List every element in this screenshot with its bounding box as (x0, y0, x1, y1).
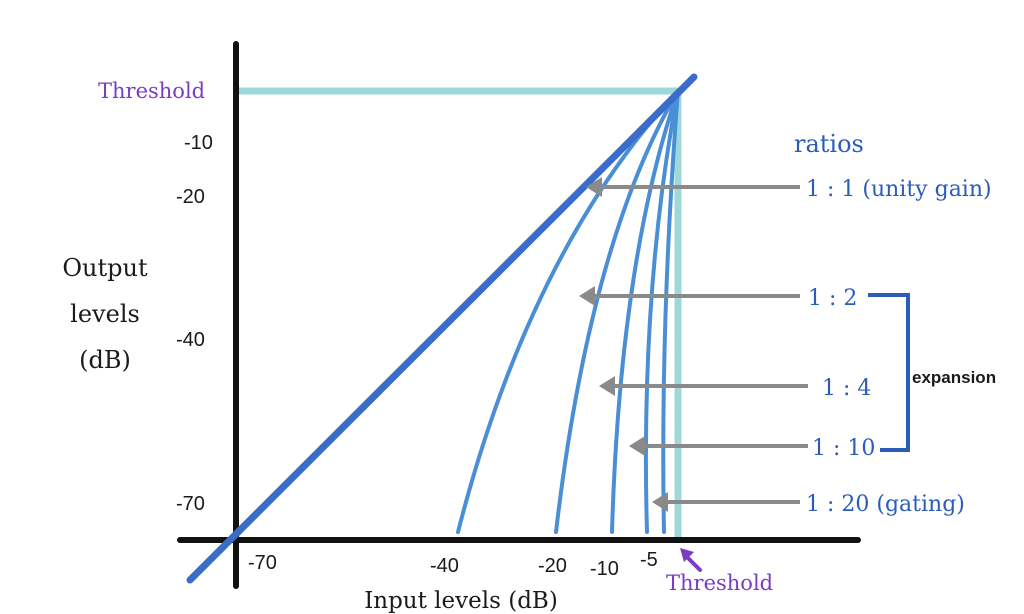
x-tick-label: -40 (430, 555, 459, 577)
threshold-x-label: Threshold (666, 571, 773, 595)
x-tick-label: -10 (590, 558, 619, 580)
ratio-curve-1-20 (661, 89, 680, 534)
ratio-curve-1-2 (554, 89, 680, 534)
expansion-bracket (868, 293, 910, 452)
x-tick-label: -5 (640, 549, 658, 571)
ratio-curve-wide (456, 89, 680, 534)
ratio-label-1-2: 1 : 2 (808, 286, 857, 311)
ratio-curve-1-4 (610, 89, 680, 534)
arrowhead-1-1 (586, 177, 602, 197)
arrowhead-1-2 (579, 286, 595, 306)
ratio-label-1-4: 1 : 4 (822, 376, 871, 401)
arrowhead-1-4 (599, 376, 615, 396)
y-axis-title-line-3: (dB) (79, 346, 131, 374)
y-axis-title-line-2: levels (70, 300, 140, 328)
arrowhead-1-20 (652, 492, 668, 512)
x-axis-title: Input levels (dB) (364, 588, 558, 614)
expansion-label: expansion (912, 368, 996, 387)
x-tick-label: -70 (248, 552, 277, 574)
y-tick-label: -70 (176, 493, 205, 515)
y-axis-title-line-1: Output (62, 254, 148, 282)
y-tick-label: -10 (184, 132, 213, 154)
ratio-arrows (579, 177, 808, 512)
ratio-label-1-10: 1 : 10 (812, 436, 875, 461)
ratio-label-1-1: 1 : 1 (unity gain) (806, 177, 992, 202)
ratio-curve-1-10 (643, 89, 680, 534)
ratios-heading: ratios (794, 130, 864, 158)
y-tick-label: -40 (176, 329, 205, 351)
x-tick-label: -20 (538, 555, 567, 577)
threshold-pointer-arrow (684, 554, 702, 572)
y-tick-label: -20 (176, 186, 205, 208)
unity-gain-line (186, 73, 698, 584)
arrowhead-1-10 (629, 436, 645, 456)
threshold-y-label: Threshold (98, 79, 205, 103)
threshold-pointer-arrowhead (680, 548, 694, 562)
ratio-label-1-20: 1 : 20 (gating) (806, 492, 965, 517)
